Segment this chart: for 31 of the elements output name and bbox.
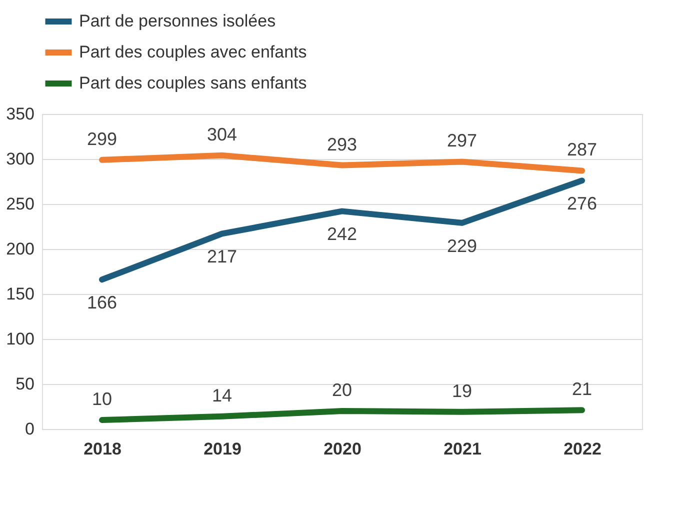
data-label: 217 <box>206 246 238 267</box>
y-tick-label: 100 <box>6 330 34 348</box>
data-label: 276 <box>566 194 598 214</box>
data-label: 14 <box>212 385 232 406</box>
x-tick-label: 2021 <box>444 440 482 458</box>
y-tick-label: 150 <box>6 284 34 304</box>
x-tick-label: 2020 <box>324 440 362 458</box>
legend-label: Part des couples sans enfants <box>79 74 307 92</box>
data-label: 21 <box>572 379 592 400</box>
x-tick-label: 2022 <box>564 440 602 458</box>
data-label: 299 <box>86 128 118 149</box>
y-tick-label: 200 <box>6 240 34 258</box>
data-label: 287 <box>566 140 598 160</box>
x-tick-label: 2019 <box>204 440 242 458</box>
data-label: 10 <box>92 389 112 409</box>
data-label: 19 <box>452 380 472 401</box>
y-tick-label: 350 <box>6 104 34 124</box>
x-tick-label: 2018 <box>84 440 122 458</box>
data-label: 166 <box>86 292 118 313</box>
data-label: 304 <box>206 124 238 144</box>
y-tick-label: 300 <box>6 150 34 168</box>
data-label: 229 <box>446 236 478 256</box>
legend-label: Part de personnes isolées <box>79 12 276 30</box>
data-label: 297 <box>446 130 478 151</box>
data-label: 242 <box>326 224 358 244</box>
y-tick-label: 0 <box>25 420 34 438</box>
legend-label: Part des couples avec enfants <box>79 42 307 62</box>
y-tick-label: 50 <box>16 374 34 394</box>
y-tick-label: 250 <box>6 194 34 214</box>
data-label: 293 <box>326 134 358 154</box>
data-label: 20 <box>332 380 352 400</box>
